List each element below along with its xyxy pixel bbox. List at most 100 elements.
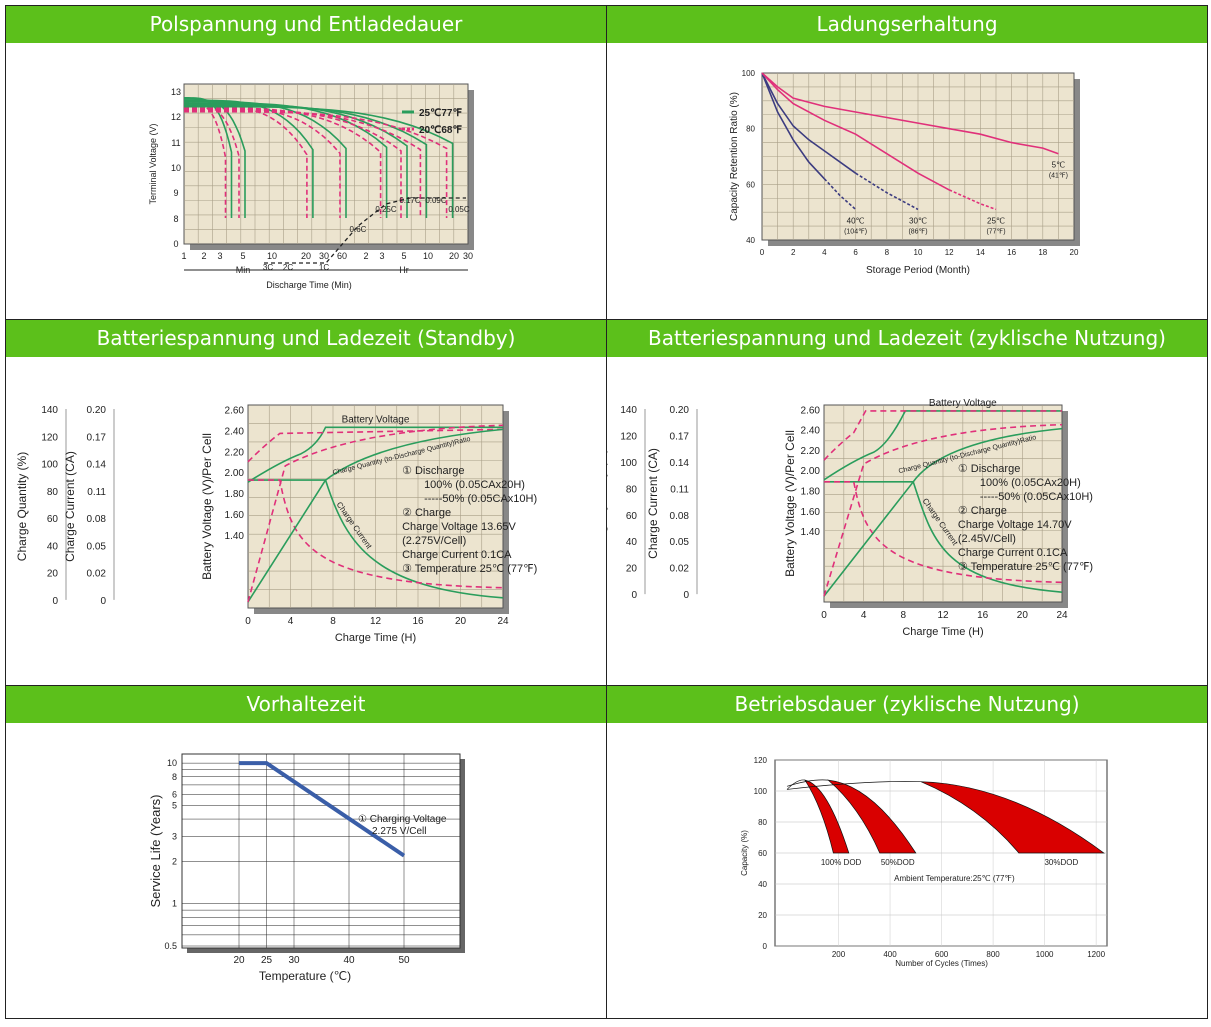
retention-series-dashed — [823, 178, 857, 210]
c3-battery-voltage-50 — [247, 428, 504, 463]
cycle-y-tick: 100 — [754, 787, 768, 796]
cycle-lead-curve — [786, 781, 921, 790]
retention-x-tick: 0 — [760, 248, 765, 257]
standby-charge-chart: 0 4 8 12 16 20 24 Charge Time (H) 0 20 40 60 80 100 12… — [15, 404, 537, 644]
c3-axis3-tick: 2.40 — [225, 426, 245, 437]
discharge-rate-label: 0.09C — [425, 196, 447, 205]
retention-chart: 0 2 4 6 8 10 12 14 16 18 20 40 60 80 100 Storage Period… — [729, 69, 1080, 276]
discharge-x-tick: 5 — [240, 251, 245, 261]
service-y-tick: 6 — [172, 789, 177, 799]
c4-axis1-tick: 120 — [620, 431, 637, 442]
c4-axis2-label: Charge Current (CA) — [646, 448, 660, 559]
cycle-x-label: Number of Cycles (Times) — [895, 959, 988, 968]
discharge-x-tick: 2 — [201, 251, 206, 261]
service-x-tick: 50 — [398, 955, 410, 966]
retention-x-tick: 8 — [885, 248, 890, 257]
header-cycle-life: Betriebsdauer (zyklische Nutzung) — [607, 686, 1207, 726]
retention-series-line — [761, 72, 825, 180]
c3-x-tick: 20 — [455, 616, 467, 627]
c4-x-tick: 4 — [861, 610, 867, 621]
discharge-y-tick: 10 — [171, 163, 181, 173]
c3-note: Charge Current 0.1CA — [402, 549, 512, 561]
c4-x-tick: 20 — [1017, 610, 1029, 621]
retention-series-label: 30℃ — [909, 216, 927, 225]
c4-axis2-tick: 0 — [683, 590, 689, 601]
discharge-rate-label: 3C — [263, 263, 273, 272]
retention-series-dashed — [855, 172, 919, 211]
discharge-x-tick: 20 — [449, 251, 459, 261]
service-annotation-1: ① Charging Voltage — [358, 814, 447, 825]
discharge-curve-20c — [184, 107, 382, 218]
retention-x-tick: 10 — [914, 248, 923, 257]
c3-axis1-tick: 40 — [47, 541, 59, 552]
retention-series-label: 25℃ — [987, 216, 1005, 225]
c3-x-tick: 24 — [497, 616, 509, 627]
discharge-rate-label: 1C — [319, 263, 329, 272]
discharge-rate-label: 2C — [283, 263, 293, 272]
c3-x-tick: 0 — [245, 616, 251, 627]
c4-axis3-tick: 2.40 — [801, 426, 821, 437]
c3-axis1-tick: 20 — [47, 569, 59, 580]
service-life-line — [239, 761, 406, 858]
c4-note: -----50% (0.05CAx10H) — [980, 491, 1093, 503]
discharge-y-tick: 13 — [171, 87, 181, 97]
service-y-tick: 8 — [172, 772, 177, 782]
service-plot-area — [181, 753, 461, 949]
retention-x-tick: 2 — [791, 248, 796, 257]
header-standby: Batteriespannung und Ladezeit (Standby) — [6, 320, 606, 360]
cycle-annotation: Ambient Temperature:25℃ (77℉) — [894, 874, 1015, 883]
c4-axis3-tick: 2.00 — [801, 466, 821, 477]
discharge-y-tick: 0 — [173, 239, 178, 249]
retention-x-tick: 4 — [822, 248, 827, 257]
c3-axis3-tick: 2.60 — [225, 405, 245, 416]
service-x-tick: 20 — [233, 955, 245, 966]
service-y-tick: 5 — [172, 800, 177, 810]
c4-axis1-tick: 0 — [631, 590, 637, 601]
service-y-tick: 3 — [172, 832, 177, 842]
cycle-x-tick: 1200 — [1087, 950, 1105, 959]
discharge-x-tick: 2 — [363, 251, 368, 261]
cycle-x-tick: 600 — [935, 950, 949, 959]
discharge-y-tick: 8 — [173, 214, 178, 224]
c3-axis3-label: Battery Voltage (V)/Per Cell — [200, 433, 214, 580]
cycle-series-label: 50%DOD — [881, 858, 915, 867]
service-life-chart: 20 25 30 40 50 0.5 1 2 3 56 8 10 Temperature (℃) Serv… — [148, 753, 465, 983]
retention-x-tick: 18 — [1038, 248, 1047, 257]
discharge-rate-label: 0.6C — [350, 225, 367, 234]
c4-axis3-tick: 2.20 — [801, 446, 821, 457]
c4-x-tick: 24 — [1056, 610, 1068, 621]
retention-x-label: Storage Period (Month) — [866, 265, 970, 276]
c3-note: -----50% (0.05CAx10H) — [424, 493, 537, 505]
cycle-band-1 — [827, 779, 917, 854]
retention-series-label-f: (77℉) — [986, 228, 1005, 235]
c3-axis2-tick: 0 — [100, 596, 106, 607]
retention-series-line — [761, 72, 857, 174]
c3-x-tick: 8 — [330, 616, 336, 627]
cycle-x-tick: 1000 — [1036, 950, 1054, 959]
cycle-series-label: 30%DOD — [1044, 858, 1078, 867]
retention-x-tick: 16 — [1007, 248, 1016, 257]
c4-note: Charge Voltage 14.70V — [958, 519, 1072, 531]
retention-series-label-f: (86℉) — [908, 228, 927, 235]
c3-axis3-tick: 2.20 — [225, 447, 245, 458]
c4-charge-current-100 — [824, 481, 1063, 593]
c4-note: Charge Current 0.1CA — [958, 547, 1068, 559]
retention-series-line — [761, 72, 1059, 155]
discharge-rate-label: 0.05C — [448, 205, 470, 214]
retention-series-label: 5℃ — [1052, 161, 1065, 170]
cyclic-charge-chart: 0 4 8 12 16 20 24 Charge Time (H) 0 20 40 60 80 100 12… — [594, 398, 1093, 638]
c4-charge-quantity-50 — [823, 423, 1063, 597]
cell-cycle-life: Betriebsdauer (zyklische Nutzung) 0 20 40 6… — [606, 685, 1208, 1019]
discharge-x-tick: 60 — [337, 251, 347, 261]
cycle-y-tick: 20 — [758, 911, 767, 920]
discharge-x-tick: 30 — [463, 251, 473, 261]
c3-note: ① Discharge — [402, 465, 464, 477]
discharge-x-tick: 3 — [217, 251, 222, 261]
c4-axis1-label: Charge Quantity (%) — [607, 449, 608, 558]
c4-axis1-tick: 20 — [626, 564, 638, 575]
c4-charge-quantity-100 — [823, 427, 1063, 597]
c4-axis3-tick: 1.40 — [801, 527, 821, 538]
c3-axis1-tick: 140 — [41, 405, 58, 416]
discharge-y-label: Terminal Voltage (V) — [148, 123, 158, 204]
c4-axis3-tick: 1.80 — [801, 486, 821, 497]
